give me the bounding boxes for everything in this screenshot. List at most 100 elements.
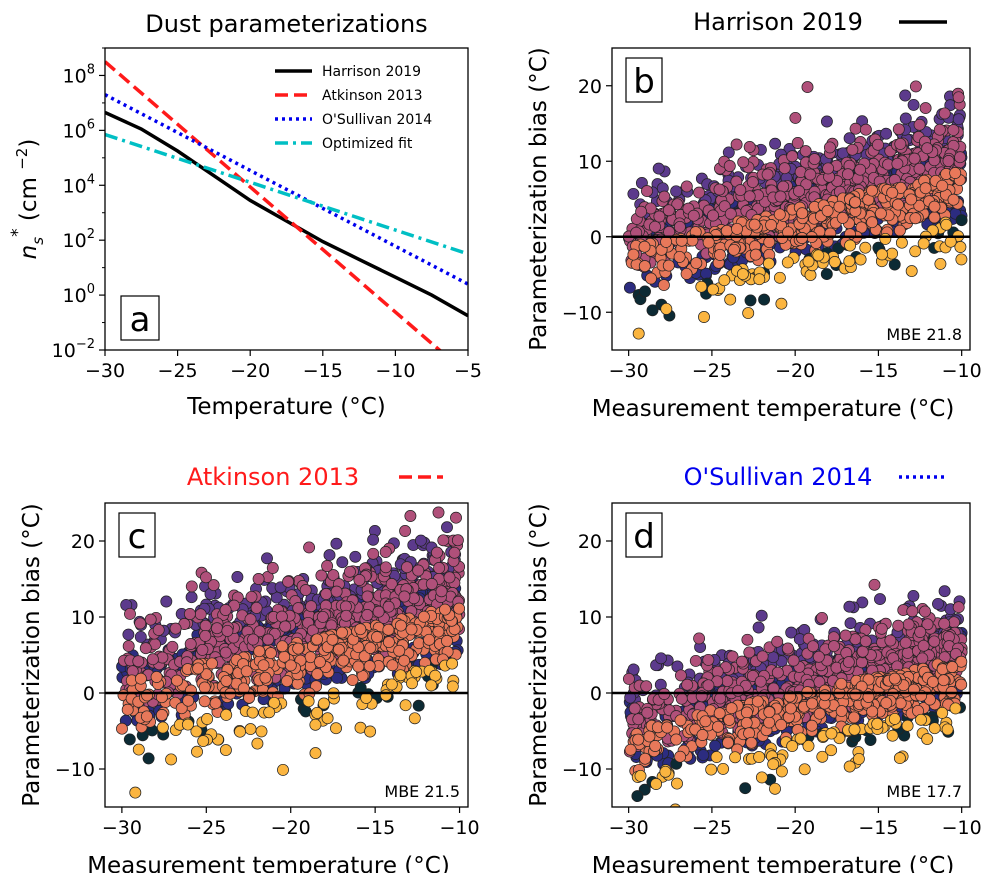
data-point bbox=[843, 760, 856, 773]
data-point bbox=[932, 597, 944, 610]
data-point bbox=[843, 600, 856, 613]
data-point bbox=[371, 631, 383, 644]
data-point bbox=[763, 236, 776, 249]
data-point bbox=[812, 650, 825, 663]
x-axis-label: Measurement temperature (°C) bbox=[592, 396, 955, 422]
data-point bbox=[680, 267, 693, 280]
x-tick-label: −25 bbox=[158, 360, 198, 382]
data-point bbox=[169, 622, 182, 635]
data-point bbox=[645, 272, 657, 285]
data-point bbox=[849, 122, 862, 135]
data-point bbox=[330, 537, 343, 550]
data-point bbox=[736, 268, 749, 281]
data-point bbox=[825, 727, 838, 740]
data-point bbox=[414, 534, 427, 547]
data-point bbox=[635, 205, 648, 218]
data-point bbox=[835, 705, 848, 718]
data-point bbox=[141, 689, 154, 702]
data-point bbox=[859, 241, 872, 254]
data-point bbox=[622, 672, 635, 685]
data-point bbox=[812, 249, 825, 262]
panel-a-frame bbox=[104, 47, 469, 351]
data-point bbox=[643, 730, 656, 743]
data-point bbox=[150, 671, 163, 683]
data-point bbox=[182, 694, 195, 707]
data-point bbox=[166, 640, 179, 653]
data-point bbox=[785, 626, 798, 639]
data-point bbox=[866, 184, 879, 197]
data-point bbox=[793, 185, 805, 198]
data-point bbox=[854, 163, 867, 176]
x-tick-label: −25 bbox=[692, 817, 732, 839]
panel-letter: c bbox=[128, 517, 147, 557]
data-point bbox=[693, 632, 706, 645]
data-point bbox=[954, 241, 967, 253]
data-point bbox=[453, 602, 466, 615]
data-point bbox=[336, 626, 348, 639]
data-point bbox=[825, 744, 838, 757]
y-tick-label: 106 bbox=[63, 117, 95, 142]
data-point bbox=[639, 752, 652, 765]
data-point bbox=[913, 162, 926, 175]
data-point bbox=[836, 211, 849, 224]
data-point bbox=[955, 655, 968, 668]
data-point bbox=[246, 706, 259, 719]
data-point bbox=[841, 168, 854, 181]
y-tick-label: 0 bbox=[590, 227, 602, 249]
data-point bbox=[868, 578, 881, 591]
data-point bbox=[323, 549, 336, 562]
data-point bbox=[346, 674, 359, 687]
data-point bbox=[714, 692, 727, 705]
data-point bbox=[680, 180, 693, 193]
data-point bbox=[751, 695, 764, 708]
data-point bbox=[891, 157, 904, 170]
data-point bbox=[425, 578, 438, 590]
data-point bbox=[786, 150, 799, 163]
y-tick-label: −10 bbox=[562, 759, 602, 781]
data-point bbox=[302, 695, 315, 708]
data-point bbox=[765, 219, 778, 231]
data-point bbox=[794, 732, 807, 745]
data-point bbox=[724, 207, 737, 220]
data-point bbox=[725, 702, 738, 715]
data-point bbox=[844, 617, 857, 630]
y-tick-label: 10 bbox=[578, 151, 602, 173]
data-point bbox=[399, 699, 412, 712]
data-point bbox=[405, 623, 418, 636]
data-point bbox=[282, 575, 295, 588]
x-tick-label: −10 bbox=[942, 360, 982, 382]
data-point bbox=[919, 182, 932, 195]
data-point bbox=[702, 679, 715, 692]
data-point bbox=[855, 221, 868, 234]
data-point bbox=[739, 782, 752, 795]
data-point bbox=[940, 218, 953, 231]
data-point bbox=[752, 621, 765, 634]
data-point bbox=[913, 118, 926, 131]
scatter-points bbox=[622, 578, 968, 807]
data-point bbox=[763, 716, 776, 729]
data-point bbox=[771, 635, 784, 648]
data-point bbox=[796, 207, 809, 220]
data-point bbox=[879, 232, 892, 245]
data-point bbox=[769, 782, 781, 795]
data-point bbox=[200, 571, 212, 584]
data-point bbox=[901, 719, 914, 732]
panel-a-dust-parameterizations: Dust parameterizations−30 −25 −20 −15 −10 −51… bbox=[8, 10, 482, 420]
data-point bbox=[410, 665, 423, 678]
data-point bbox=[798, 763, 811, 776]
data-point bbox=[192, 662, 205, 675]
data-point bbox=[699, 715, 712, 728]
data-point bbox=[804, 269, 817, 282]
data-point bbox=[813, 707, 826, 720]
data-point bbox=[914, 626, 927, 638]
data-point bbox=[144, 613, 157, 626]
data-point bbox=[928, 200, 941, 213]
x-axis-label: Temperature (°C) bbox=[186, 394, 386, 420]
data-point bbox=[152, 623, 165, 636]
data-point bbox=[763, 706, 776, 719]
data-point bbox=[893, 224, 906, 237]
data-point bbox=[257, 659, 270, 672]
data-point bbox=[697, 749, 710, 762]
y-tick-label: 100 bbox=[63, 282, 95, 307]
data-point bbox=[299, 584, 312, 597]
